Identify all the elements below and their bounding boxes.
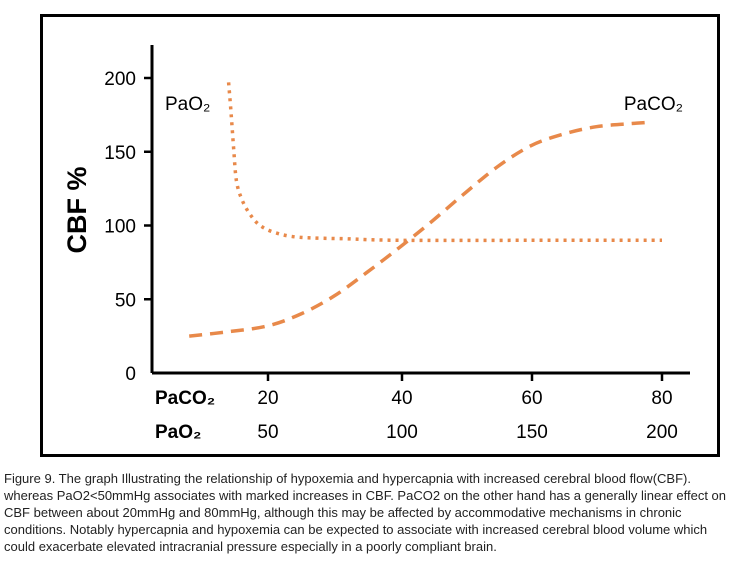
series-paco-line <box>189 120 650 338</box>
y-tick-label: 150 <box>104 143 136 164</box>
x-tick-label: 200 <box>646 422 678 443</box>
x-tick-label: 60 <box>521 388 542 409</box>
x-tick-label: 80 <box>651 388 672 409</box>
chart-labels: 0 50 100 150 200 CBF % PaCO₂ 20 40 60 80 PaO₂ 50 100 1… <box>62 69 683 443</box>
y-tick-label: 100 <box>104 217 136 238</box>
x-axis-name: PaCO₂ <box>155 388 215 409</box>
y-tick-label: 50 <box>115 290 136 311</box>
series-pao-line <box>226 82 662 243</box>
series-label: PaCO₂ <box>624 94 683 115</box>
chart: 0 50 100 150 200 CBF % PaCO₂ 20 40 60 80 PaO₂ 50 100 1… <box>62 45 690 443</box>
chart-axes <box>144 45 690 381</box>
y-tick-label: 0 <box>125 364 136 385</box>
x-tick-label: 40 <box>391 388 412 409</box>
x-tick-label: 100 <box>386 422 418 443</box>
figure-caption: Figure 9. The graph Illustrating the rel… <box>4 471 727 554</box>
chart-series <box>189 82 662 338</box>
figure-frame <box>40 14 720 457</box>
x-tick-label: 50 <box>257 422 278 443</box>
x-tick-label: 150 <box>516 422 548 443</box>
series-label: PaO₂ <box>165 94 210 115</box>
x-tick-label: 20 <box>257 388 278 409</box>
x-axis-name: PaO₂ <box>155 422 201 443</box>
y-tick-label: 200 <box>104 69 136 90</box>
y-axis-label: CBF % <box>62 167 92 254</box>
